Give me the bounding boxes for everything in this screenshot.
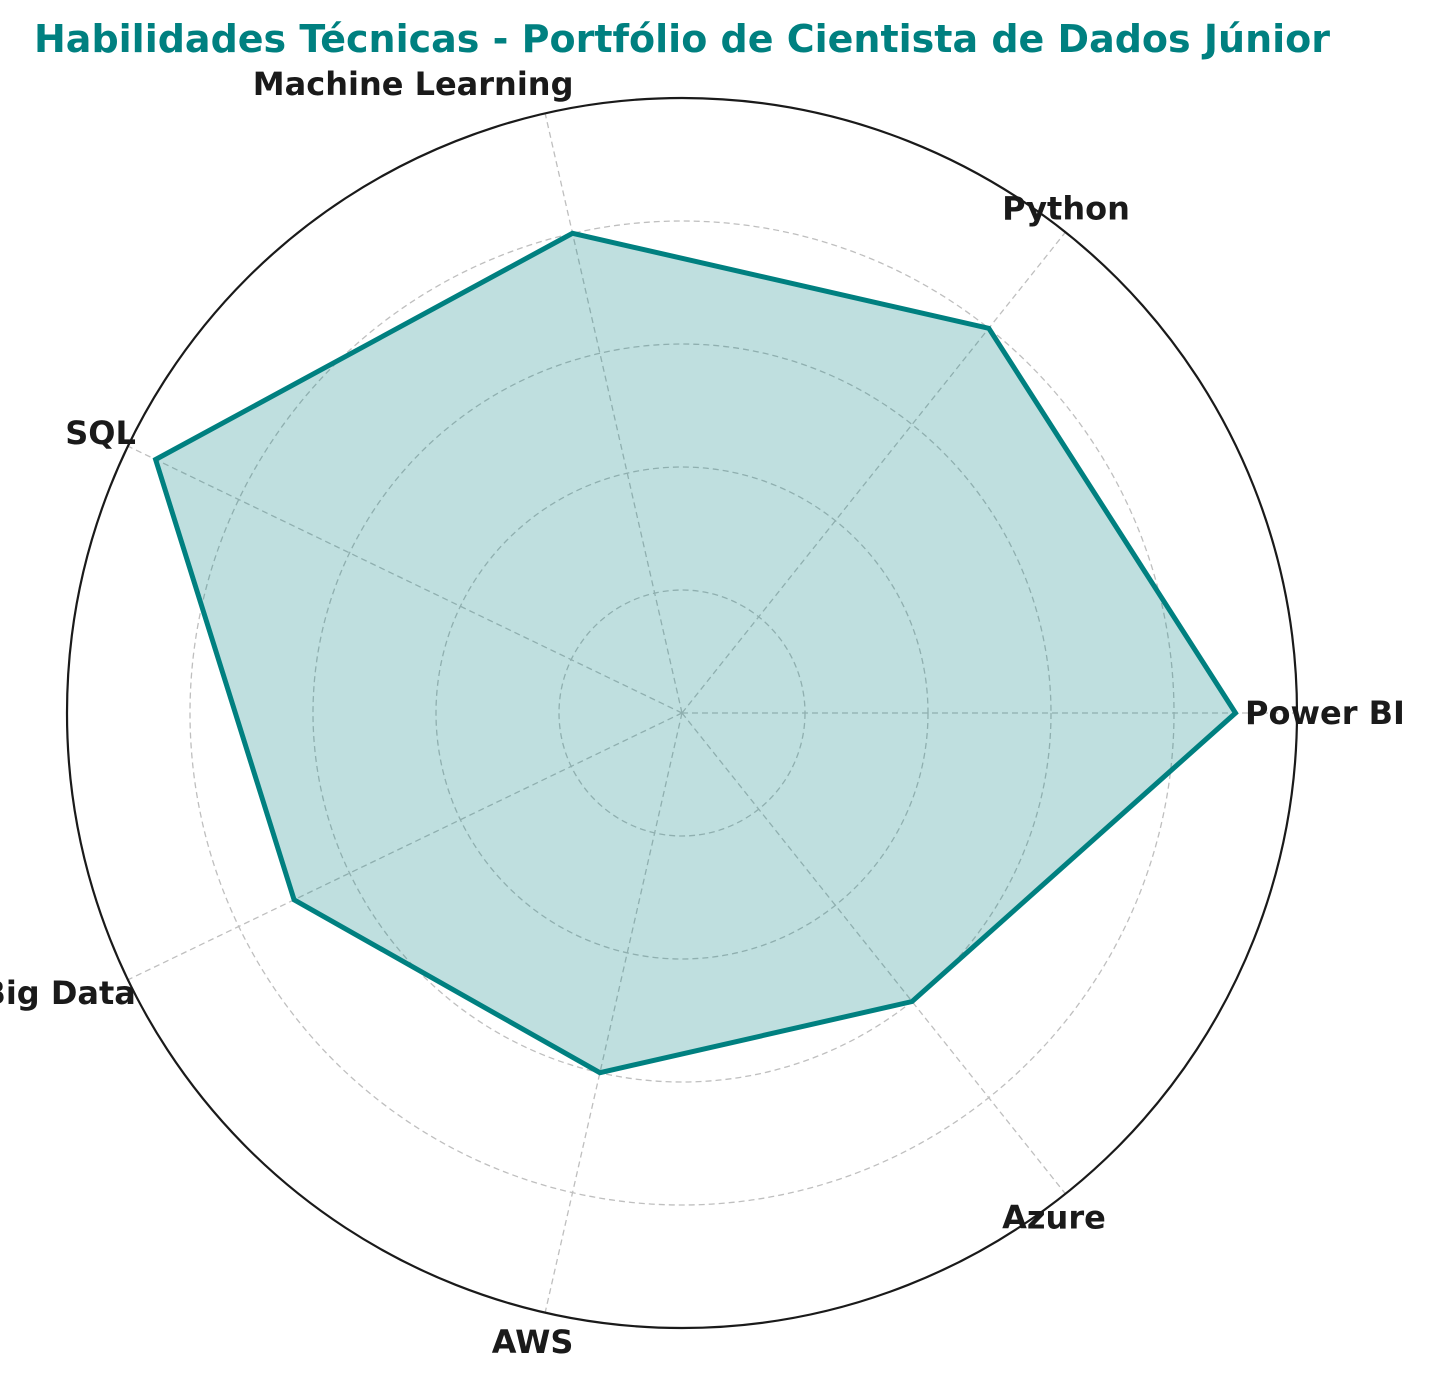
spoke-6 [544, 712, 683, 1313]
outer-ring [65, 96, 1299, 1330]
axis-label-power-bi: Power BI [1245, 694, 1405, 732]
axis-label-sql: SQL [65, 414, 136, 452]
axis-label-machine-learning: Machine Learning [253, 65, 574, 103]
axis-labels: Power BI Python Machine Learning SQL Big Dat… [0, 65, 1405, 1361]
spoke-3 [544, 113, 683, 714]
series-line [152, 230, 1239, 1076]
spoke-2 [681, 231, 1066, 714]
spoke-5 [127, 712, 683, 981]
axis-label-aws: AWS [492, 1323, 574, 1361]
axis-label-big-data: Big Data [0, 974, 136, 1012]
series-area [155, 233, 1236, 1073]
radial-grid [65, 96, 1299, 1330]
axis-label-python: Python [1002, 190, 1130, 228]
data-series [152, 230, 1239, 1076]
spoke-7 [681, 712, 1066, 1195]
chart-title: Habilidades Técnicas - Portfólio de Cien… [34, 17, 1330, 61]
grid-ring-3 [312, 343, 1052, 1083]
spoke-4 [127, 445, 683, 714]
axis-label-azure: Azure [1002, 1198, 1106, 1236]
